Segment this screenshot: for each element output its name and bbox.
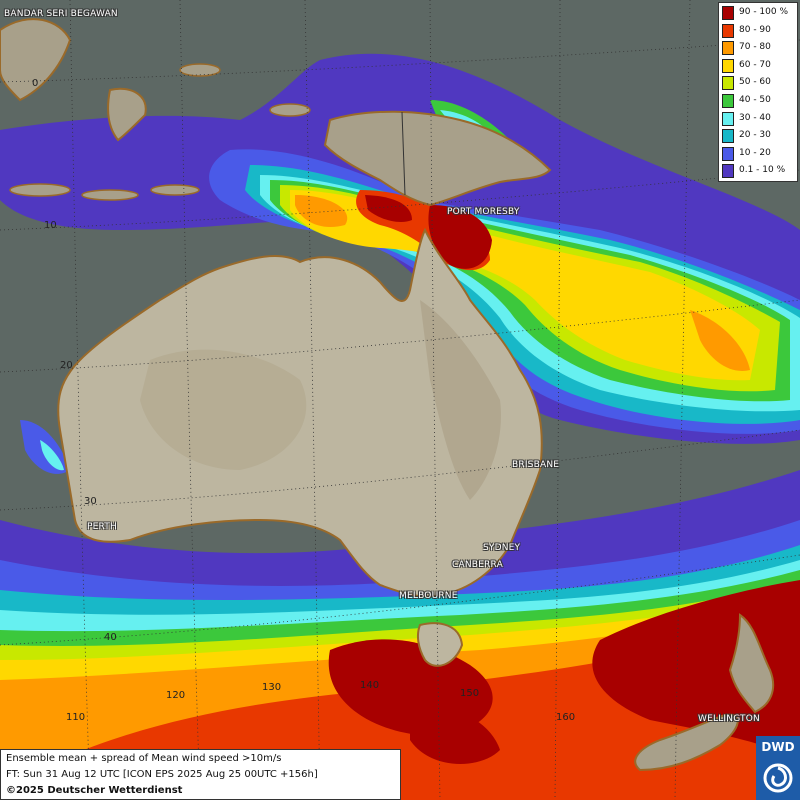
legend-swatch bbox=[722, 6, 734, 20]
borneo bbox=[0, 18, 72, 102]
legend-item: 30 - 40 bbox=[721, 111, 797, 127]
legend-label: 60 - 70 bbox=[739, 59, 771, 70]
legend-swatch bbox=[722, 164, 734, 179]
city-label-melbourne: MELBOURNE bbox=[399, 591, 458, 601]
legend-item: 10 - 20 bbox=[721, 146, 797, 162]
legend-label: 30 - 40 bbox=[739, 112, 771, 123]
legend-item: 80 - 90 bbox=[721, 23, 797, 39]
lat-label: 0 bbox=[32, 78, 39, 89]
tasmania bbox=[416, 622, 464, 667]
legend-swatch bbox=[722, 23, 734, 38]
copyright: ©2025 Deutscher Wetterdienst bbox=[6, 785, 183, 796]
lat-label: 20 bbox=[60, 360, 73, 371]
border-line bbox=[401, 111, 406, 196]
lon-label: 140 bbox=[360, 680, 380, 691]
city-label-perth: PERTH bbox=[87, 522, 117, 532]
legend-label: 80 - 90 bbox=[739, 24, 771, 35]
city-label-wellington: WELLINGTON bbox=[698, 714, 760, 724]
lat-label: 10 bbox=[44, 220, 57, 231]
dwd-logo: DWD bbox=[756, 736, 800, 800]
legend-swatch bbox=[722, 146, 734, 161]
legend-swatch bbox=[722, 41, 734, 56]
legend-label: 40 - 50 bbox=[739, 95, 771, 105]
forecast-time: FT: Sun 31 Aug 12 UTC [ICON EPS 2025 Aug… bbox=[6, 769, 318, 780]
nz-north-island bbox=[728, 613, 775, 714]
city-label-port-moresby: PORT MORESBY bbox=[447, 207, 520, 217]
legend-label: 50 - 60 bbox=[739, 77, 771, 88]
northern-wind-field bbox=[0, 53, 800, 474]
legend-item: 20 - 30 bbox=[721, 128, 797, 144]
lat-label: 40 bbox=[104, 632, 117, 643]
legend-swatch bbox=[722, 58, 734, 73]
legend: 90 - 100 % 80 - 90 70 - 80 60 - 70 50 - 60 40… bbox=[718, 2, 798, 182]
legend-item: 50 - 60 bbox=[721, 75, 797, 91]
lon-label: 150 bbox=[460, 688, 480, 699]
southern-wind-field bbox=[0, 470, 800, 800]
sulawesi bbox=[107, 87, 147, 142]
legend-swatch bbox=[722, 111, 734, 126]
nz-south-island bbox=[634, 713, 739, 772]
legend-label: 0.1 - 10 % bbox=[739, 165, 786, 176]
info-box: Ensemble mean + spread of Mean wind spee… bbox=[0, 749, 401, 800]
terrain-shade bbox=[140, 349, 307, 470]
city-label-sydney: SYDNEY bbox=[483, 543, 521, 553]
lon-label: 120 bbox=[166, 690, 186, 701]
product-title: Ensemble mean + spread of Mean wind spee… bbox=[6, 753, 282, 764]
terrain-shade bbox=[420, 300, 501, 500]
logo-text: DWD bbox=[761, 740, 795, 754]
indonesian-islands bbox=[9, 63, 311, 201]
legend-swatch bbox=[722, 76, 734, 91]
legend-label: 70 - 80 bbox=[739, 42, 771, 53]
legend-item: 70 - 80 bbox=[721, 40, 797, 56]
legend-swatch bbox=[722, 94, 734, 108]
lon-label: 160 bbox=[556, 712, 576, 723]
lon-label: 130 bbox=[262, 682, 282, 693]
legend-label: 10 - 20 bbox=[739, 147, 771, 158]
swirl-icon bbox=[763, 763, 793, 793]
lon-label: 110 bbox=[66, 712, 86, 723]
legend-label: 20 - 30 bbox=[739, 130, 771, 141]
legend-label: 90 - 100 % bbox=[739, 7, 789, 17]
legend-item: 90 - 100 % bbox=[721, 5, 797, 21]
lat-label: 30 bbox=[84, 496, 97, 507]
new-guinea bbox=[323, 110, 552, 207]
legend-item: 0.1 - 10 % bbox=[721, 163, 797, 179]
city-label-brisbane: BRISBANE bbox=[512, 460, 560, 470]
city-label-bandar-seri-begawan: BANDAR SERI BEGAWAN bbox=[4, 9, 118, 19]
legend-item: 60 - 70 bbox=[721, 58, 797, 74]
legend-swatch bbox=[722, 129, 734, 144]
city-label-canberra: CANBERRA bbox=[452, 560, 503, 570]
legend-item: 40 - 50 bbox=[721, 93, 797, 109]
